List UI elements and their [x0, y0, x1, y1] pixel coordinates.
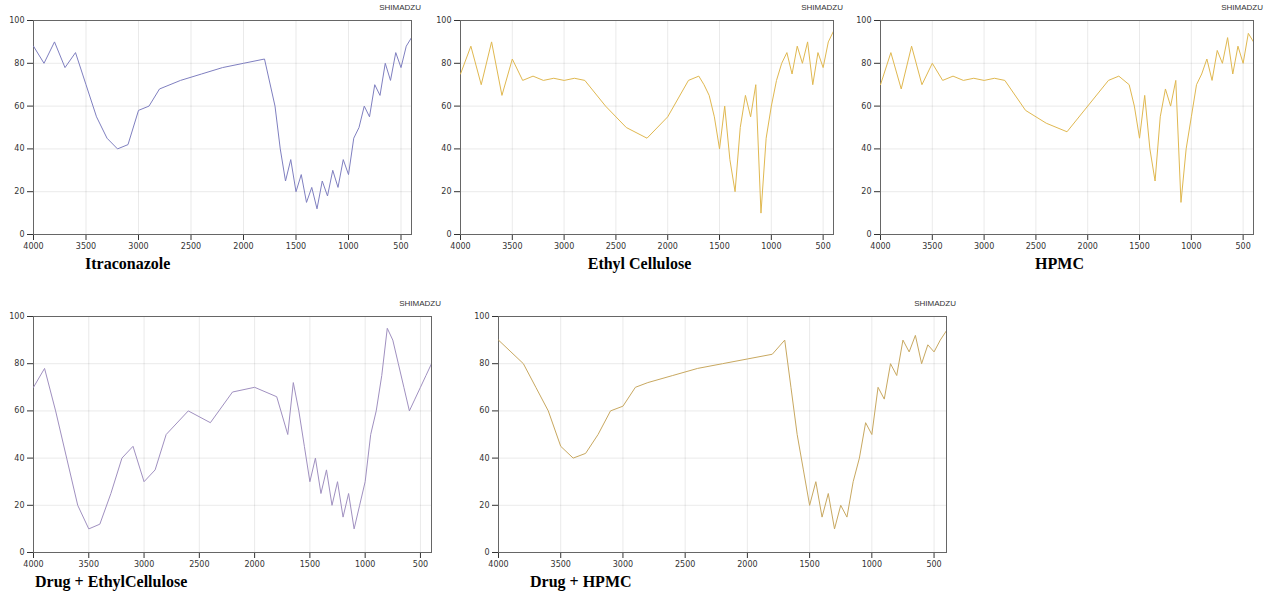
svg-text:2500: 2500 [606, 242, 626, 251]
svg-text:4000: 4000 [450, 242, 470, 251]
svg-text:60: 60 [14, 102, 24, 111]
svg-text:500: 500 [413, 560, 428, 569]
svg-text:1500: 1500 [799, 560, 819, 569]
svg-text:3500: 3500 [79, 560, 99, 569]
html-text:SHIMADZU: SHIMADZU [801, 3, 843, 12]
svg-text:40: 40 [441, 144, 451, 153]
svg-text:3500: 3500 [76, 242, 96, 251]
svg-text:0: 0 [19, 548, 24, 557]
svg-text:20: 20 [479, 501, 489, 510]
html-text:SHIMADZU: SHIMADZU [1221, 3, 1263, 12]
html-text:Drug + EthylCellulose: Drug + EthylCellulose [35, 573, 188, 590]
svg-text:2000: 2000 [244, 560, 264, 569]
svg-text:2500: 2500 [1026, 242, 1046, 251]
svg-text:80: 80 [14, 359, 24, 368]
svg-text:4000: 4000 [870, 242, 890, 251]
svg-text:3000: 3000 [613, 560, 633, 569]
svg-text:80: 80 [14, 59, 24, 68]
svg-text:40: 40 [14, 454, 24, 463]
svg-text:4000: 4000 [23, 242, 43, 251]
svg-text:0: 0 [446, 230, 451, 239]
svg-text:3500: 3500 [502, 242, 522, 251]
svg-text:0: 0 [866, 230, 871, 239]
svg-text:1000: 1000 [338, 242, 358, 251]
svg-text:100: 100 [9, 312, 24, 321]
svg-text:20: 20 [14, 501, 24, 510]
svg-text:100: 100 [856, 16, 871, 25]
html-text:SHIMADZU: SHIMADZU [379, 3, 421, 12]
svg-text:1500: 1500 [300, 560, 320, 569]
svg-text:500: 500 [1235, 242, 1250, 251]
svg-text:2000: 2000 [1078, 242, 1098, 251]
svg-text:3000: 3000 [974, 242, 994, 251]
svg-text:60: 60 [479, 406, 489, 415]
svg-text:60: 60 [861, 102, 871, 111]
svg-text:2000: 2000 [233, 242, 253, 251]
svg-text:20: 20 [14, 187, 24, 196]
svg-text:1000: 1000 [761, 242, 781, 251]
svg-text:2500: 2500 [675, 560, 695, 569]
svg-text:0: 0 [19, 230, 24, 239]
svg-text:3000: 3000 [134, 560, 154, 569]
svg-text:500: 500 [815, 242, 830, 251]
html-text:Ethyl Cellulose: Ethyl Cellulose [587, 255, 692, 272]
html-text:SHIMADZU: SHIMADZU [399, 299, 441, 308]
svg-text:40: 40 [479, 454, 489, 463]
svg-text:100: 100 [9, 16, 24, 25]
svg-text:500: 500 [393, 242, 408, 251]
svg-text:1000: 1000 [862, 560, 882, 569]
html-text:SHIMADZU: SHIMADZU [914, 299, 956, 308]
svg-text:0: 0 [484, 548, 489, 557]
svg-text:100: 100 [474, 312, 489, 321]
svg-text:3500: 3500 [551, 560, 571, 569]
svg-text:1500: 1500 [1129, 242, 1149, 251]
svg-text:2000: 2000 [737, 560, 757, 569]
svg-text:2500: 2500 [189, 560, 209, 569]
svg-text:100: 100 [436, 16, 451, 25]
svg-text:80: 80 [441, 59, 451, 68]
svg-text:4000: 4000 [488, 560, 508, 569]
svg-text:40: 40 [861, 144, 871, 153]
svg-text:60: 60 [441, 102, 451, 111]
svg-text:20: 20 [441, 187, 451, 196]
svg-text:1000: 1000 [355, 560, 375, 569]
html-text:HPMC: HPMC [1035, 255, 1084, 272]
html-text:Drug + HPMC: Drug + HPMC [530, 573, 632, 590]
svg-text:3000: 3000 [554, 242, 574, 251]
svg-text:40: 40 [14, 144, 24, 153]
svg-text:500: 500 [926, 560, 941, 569]
svg-text:1500: 1500 [709, 242, 729, 251]
svg-text:80: 80 [479, 359, 489, 368]
html-text:Itraconazole: Itraconazole [85, 255, 171, 272]
svg-text:2500: 2500 [181, 242, 201, 251]
svg-text:1000: 1000 [1181, 242, 1201, 251]
svg-text:2000: 2000 [658, 242, 678, 251]
svg-text:80: 80 [861, 59, 871, 68]
svg-text:60: 60 [14, 406, 24, 415]
svg-text:4000: 4000 [23, 560, 43, 569]
svg-text:1500: 1500 [286, 242, 306, 251]
svg-text:3000: 3000 [128, 242, 148, 251]
svg-text:20: 20 [861, 187, 871, 196]
svg-text:3500: 3500 [922, 242, 942, 251]
